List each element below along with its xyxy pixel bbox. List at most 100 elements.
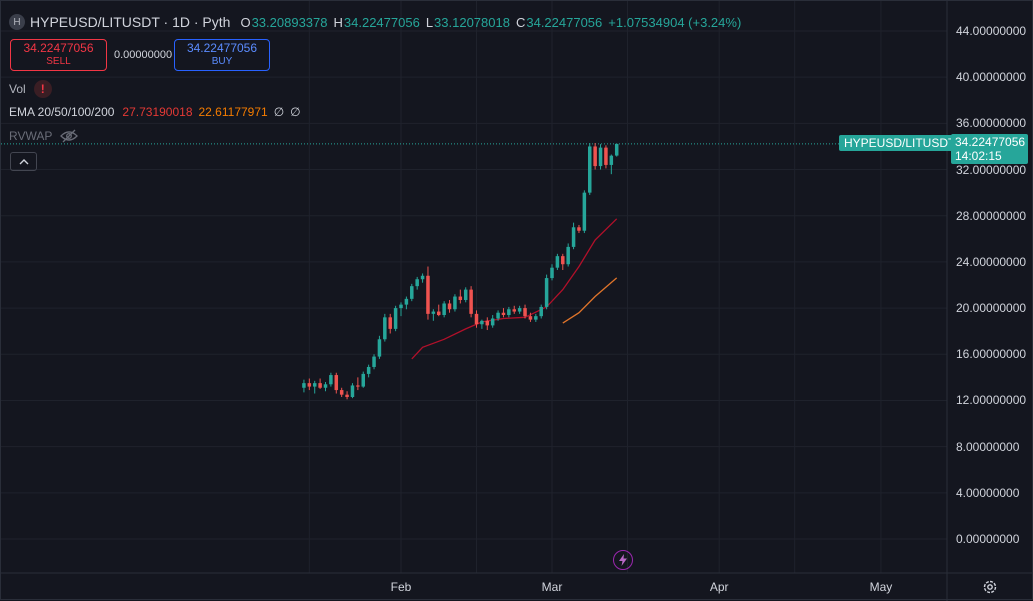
chevron-up-icon [19,156,29,168]
candle-body [393,308,398,329]
candle-body [388,317,392,329]
ema100-value: ∅ [273,105,285,119]
rvwap-indicator[interactable]: RVWAP [9,129,79,143]
sell-label: SELL [46,56,71,67]
candle-body [323,384,328,388]
candle [420,273,425,283]
candle [318,378,322,389]
price-tick-label: 4.00000000 [956,485,1020,500]
candle [469,286,473,318]
rvwap-label: RVWAP [9,129,53,143]
candle [329,372,333,387]
candle-body [582,192,587,231]
candle-body [523,308,527,317]
alert-icon[interactable]: ! [33,80,52,98]
candle-body [566,246,570,265]
ema-indicator[interactable]: EMA 20/50/100/200 27.73190018 22.6117797… [9,105,301,119]
ema20-value: 27.73190018 [122,105,193,119]
candle-body [593,146,597,167]
candle [356,377,360,391]
lightning-icon[interactable] [613,550,633,570]
candle-body [544,278,549,307]
candle [582,190,587,234]
candle-body [334,375,339,391]
candle-body [318,383,322,388]
candle-body [550,267,554,279]
candle [383,313,387,342]
candle-body [377,339,382,357]
vol-label: Vol [9,82,26,96]
candle [377,335,382,359]
candle-body [485,320,490,326]
candle [463,287,468,303]
candle-body [399,304,403,309]
candle [442,301,446,318]
candle-body [517,308,522,312]
low-label: L [425,14,434,30]
candle [458,289,463,304]
candle [431,309,436,321]
candle [361,371,366,388]
candle [598,144,603,170]
ema-label: EMA 20/50/100/200 [9,105,115,119]
candle [528,312,533,322]
symbol-legend: H HYPEUSD/LITUSDT · 1D · Pyth O 33.208933… [9,14,747,30]
candle-body [410,286,414,299]
low-value: 33.12078018 [434,14,510,30]
candle [566,243,570,267]
candle-body [339,390,344,395]
candle-body [474,313,479,325]
time-tick-label: May [869,580,893,594]
price-tick-label: 36.00000000 [956,116,1027,131]
candle [388,313,392,334]
candle [312,380,317,394]
candle-body [587,146,592,193]
collapse-legend-button[interactable] [10,152,37,171]
candle [453,294,457,312]
candle-body [356,385,360,387]
price-tick-label: 12.00000000 [956,393,1027,408]
candle [307,378,312,391]
candle-body [420,275,425,280]
candle [539,304,543,319]
candle [587,142,592,195]
candle [614,143,619,157]
candle-body [415,279,419,287]
time-tick-label: Mar [541,580,563,594]
candle [302,379,306,393]
candle [507,306,511,318]
vol-indicator[interactable]: Vol ! [9,80,52,98]
buy-label: BUY [211,56,233,67]
chart-title[interactable]: HYPEUSD/LITUSDT · 1D · Pyth [30,14,231,30]
candle-body [366,366,371,374]
eye-hidden-icon[interactable] [60,129,79,143]
candle [571,222,576,250]
candle-body [350,385,355,397]
candle-body [404,298,409,305]
buy-button[interactable]: 34.22477056 BUY [174,39,270,71]
candle [480,319,484,329]
candle-body [512,309,517,312]
symbol-price-tag: HYPEUSD/LITUSDT [839,135,961,151]
candle-body [501,312,506,316]
price-tick-label: 44.00000000 [956,24,1027,38]
bar-countdown: 14:02:15 [955,149,1002,163]
open-value: 33.20893378 [251,14,328,30]
time-tick-label: Apr [709,580,729,594]
grid-lines [1,1,947,573]
sell-button[interactable]: 34.22477056 SELL [10,39,107,71]
candle [604,145,608,169]
high-label: H [333,14,343,30]
settings-gear-icon[interactable] [982,579,998,595]
price-tick-label: 16.00000000 [956,347,1027,362]
candle-body [345,394,349,397]
candle-body [604,147,608,165]
candle-body [436,311,441,316]
candle [415,276,419,290]
buy-price: 34.22477056 [186,41,258,55]
last-price-tag: 34.22477056 14:02:15 [951,134,1028,164]
candle [544,274,549,310]
candle [593,142,597,170]
